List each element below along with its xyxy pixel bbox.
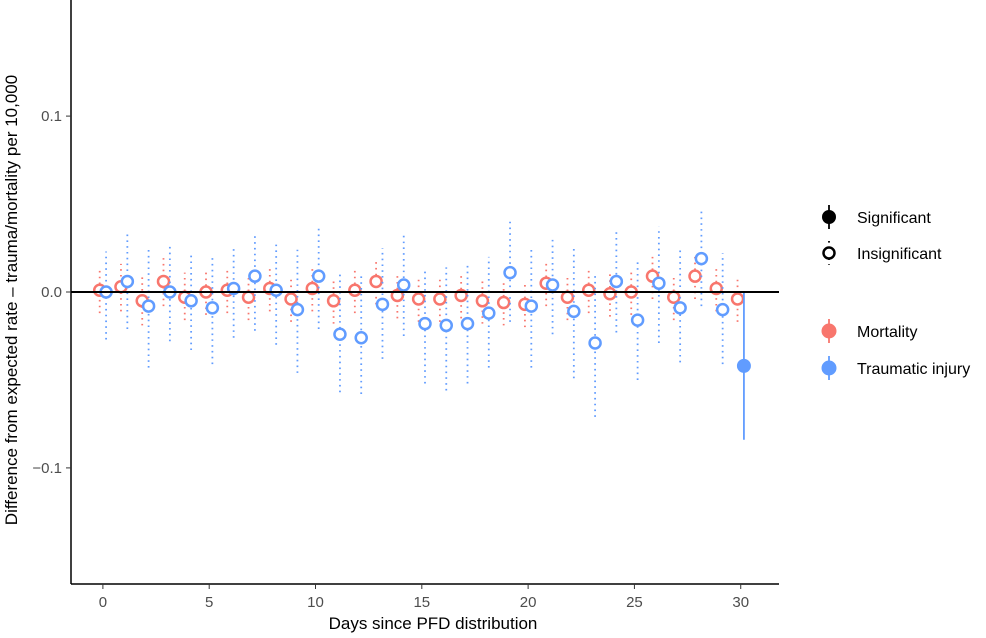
legend-label: Insignificant bbox=[857, 246, 942, 263]
data-point bbox=[475, 294, 490, 308]
data-point bbox=[460, 316, 475, 331]
data-point bbox=[205, 301, 220, 315]
data-point bbox=[248, 269, 262, 283]
data-point bbox=[503, 265, 517, 280]
data-point bbox=[673, 301, 687, 315]
legend: Significant Insignificant Mortality Traumat… bbox=[821, 205, 970, 380]
data-point bbox=[715, 302, 730, 317]
x-tick-label: 0 bbox=[99, 594, 107, 611]
data-point bbox=[439, 318, 454, 333]
data-point bbox=[241, 290, 256, 305]
data-point bbox=[688, 269, 702, 283]
legend-key-filled bbox=[822, 210, 836, 224]
data-point bbox=[496, 295, 511, 310]
data-point bbox=[141, 299, 156, 313]
data-point bbox=[184, 294, 198, 308]
series-layer bbox=[92, 209, 751, 440]
data-point bbox=[156, 274, 171, 289]
data-point bbox=[603, 287, 617, 301]
legend-label: Mortality bbox=[857, 324, 917, 341]
data-point bbox=[567, 304, 581, 319]
data-point bbox=[667, 290, 681, 305]
series-traumatic-injury bbox=[99, 209, 751, 440]
legend-key-color bbox=[821, 360, 837, 376]
y-tick-label: −0.1 bbox=[32, 460, 62, 477]
data-point bbox=[560, 290, 575, 305]
legend-key-color bbox=[821, 323, 837, 339]
y-axis-title: Difference from expected rate – trauma/m… bbox=[2, 75, 21, 525]
y-tick-label: 0.0 bbox=[41, 284, 62, 301]
data-point bbox=[284, 292, 298, 306]
legend-key-open bbox=[822, 246, 836, 260]
data-point bbox=[326, 294, 341, 308]
x-axis-title: Days since PFD distribution bbox=[329, 614, 538, 633]
data-point bbox=[609, 274, 624, 289]
data-point bbox=[418, 316, 432, 331]
data-point bbox=[120, 274, 135, 289]
data-point bbox=[396, 278, 411, 292]
x-tick-label: 20 bbox=[520, 594, 537, 611]
data-point bbox=[433, 292, 447, 306]
x-tick-label: 25 bbox=[626, 594, 643, 611]
data-point bbox=[694, 251, 709, 266]
data-point bbox=[482, 306, 496, 320]
x-tick-label: 10 bbox=[307, 594, 324, 611]
data-point bbox=[588, 336, 602, 350]
data-point bbox=[630, 313, 645, 327]
data-point bbox=[581, 283, 596, 297]
data-point bbox=[524, 299, 539, 313]
legend-label: Significant bbox=[857, 210, 931, 227]
data-point bbox=[411, 292, 426, 306]
data-point bbox=[348, 283, 362, 297]
data-point bbox=[369, 274, 383, 289]
data-point bbox=[375, 297, 390, 312]
data-point bbox=[652, 276, 666, 290]
y-axis-ticks: −0.1 0.0 0.1 bbox=[32, 108, 71, 477]
legend-label: Traumatic injury bbox=[857, 361, 970, 378]
data-point bbox=[269, 283, 283, 297]
data-point bbox=[545, 278, 560, 292]
x-tick-label: 30 bbox=[732, 594, 749, 611]
y-tick-label: 0.1 bbox=[41, 108, 62, 125]
data-point bbox=[730, 292, 745, 306]
x-tick-label: 5 bbox=[205, 594, 213, 611]
x-tick-label: 15 bbox=[413, 594, 430, 611]
data-point bbox=[333, 327, 347, 341]
series-mortality bbox=[92, 253, 745, 328]
data-point bbox=[736, 358, 751, 373]
data-point bbox=[290, 302, 305, 317]
x-axis-ticks: 0 5 10 15 20 25 30 bbox=[99, 584, 749, 611]
data-point bbox=[354, 330, 368, 345]
data-point bbox=[311, 269, 326, 283]
